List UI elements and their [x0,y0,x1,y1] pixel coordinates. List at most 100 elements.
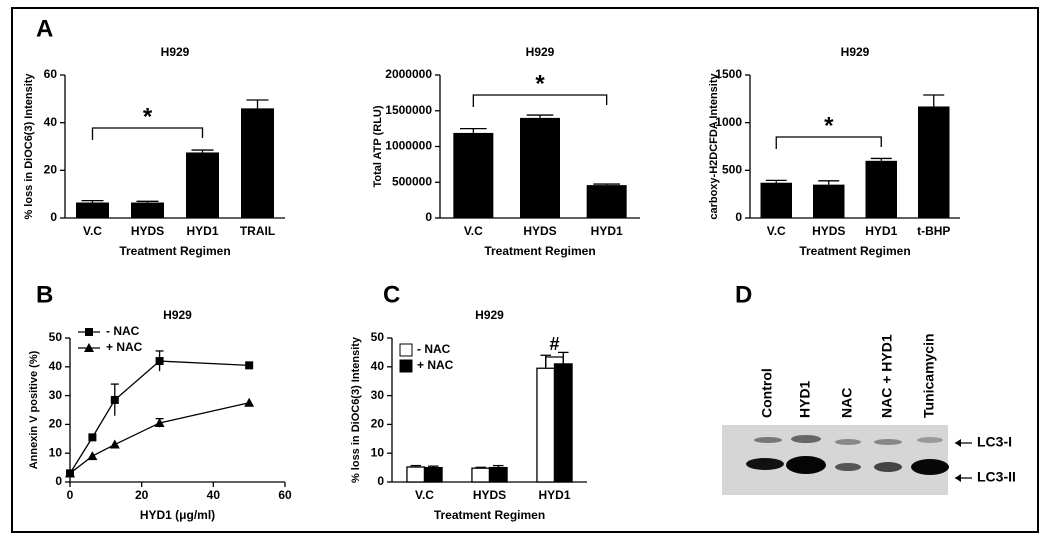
x-axis-label: Treatment Regimen [484,244,595,258]
bar [241,108,274,218]
x-tick-label: 60 [278,488,292,502]
y-tick-label: 20 [49,417,63,431]
x-tick-label: t-BHP [917,224,950,238]
marker [110,395,119,404]
y-tick-label: 40 [371,359,385,373]
y-tick-label: 0 [50,210,57,224]
lane-label: NAC [839,388,855,418]
x-tick-label: HYDS [131,224,164,238]
y-tick-label: 30 [49,388,63,402]
marker [154,417,165,427]
x-tick-label: 0 [67,488,74,502]
y-axis-label: Total ATP (RLU) [372,105,384,187]
y-axis-label: % loss in DiOC6(3) Intensity [23,73,35,220]
bar [918,106,950,218]
y-tick-label: 0 [735,210,742,224]
x-tick-label: 20 [135,488,149,502]
annotation: * [143,103,153,130]
x-tick-label: HYD1 [591,224,623,238]
bar [586,185,627,218]
y-tick-label: 50 [371,330,385,344]
y-tick-label: 1000000 [385,139,432,153]
annotation: # [549,334,559,354]
chart-title: H929 [475,308,504,322]
y-tick-label: 60 [44,67,58,81]
legend-label: - NAC [106,324,140,338]
y-tick-label: 50 [49,330,63,344]
marker [109,439,120,449]
x-axis-label: Treatment Regimen [434,508,545,522]
y-tick-label: 500000 [392,174,432,188]
legend-swatch [399,343,413,357]
bar [865,160,897,218]
y-axis-label: carboxy-H2DCFDA Intensity [708,72,720,219]
y-tick-label: 30 [371,388,385,402]
y-tick-label: 0 [55,474,62,488]
bar [553,363,573,483]
y-tick-label: 0 [425,210,432,224]
y-tick-label: 1500 [715,67,742,81]
y-tick-label: 1500000 [385,103,432,117]
bar [406,466,426,483]
marker [87,451,98,461]
bracket [91,127,204,140]
x-tick-label: HYDS [812,224,845,238]
x-tick-label: 40 [207,488,221,502]
marker [88,433,97,442]
panel-label: D [735,281,752,308]
y-tick-label: 1000 [715,115,742,129]
x-tick-label: V.C [767,224,786,238]
y-axis-label: Annexin V positive (%) [28,350,40,469]
marker [65,468,75,478]
line [69,402,250,474]
chart-title: H929 [841,45,870,59]
marker [85,328,93,336]
bar [423,466,443,483]
bracket [545,356,564,367]
legend-label: - NAC [417,342,451,356]
bar [76,202,109,218]
bar [186,152,219,218]
x-axis-label: Treatment Regimen [799,244,910,258]
line [69,360,250,474]
bar [760,182,792,218]
lane-label: NAC + HYD1 [879,334,895,418]
y-tick-label: 10 [371,445,385,459]
y-tick-label: 0 [377,474,384,488]
annotation: * [535,70,545,97]
x-tick-label: TRAIL [240,224,275,238]
panel-label: A [36,15,53,42]
chart-title: H929 [161,45,190,59]
y-tick-label: 20 [371,417,385,431]
band-label: LC3-I [977,434,1012,450]
marker [84,343,94,352]
y-tick-label: 500 [722,163,742,177]
frame [11,7,1039,533]
bar [813,184,845,218]
bar [471,467,491,483]
annotation: * [824,112,834,139]
lane-label: Tunicamycin [921,333,937,418]
x-tick-label: HYDS [523,224,556,238]
lane-label: HYD1 [797,380,813,418]
y-tick-label: 20 [44,163,58,177]
marker [155,357,164,366]
y-tick-label: 10 [49,445,63,459]
legend-swatch [399,359,413,373]
bracket [472,94,608,107]
band-label: LC3-II [977,469,1016,485]
x-tick-label: HYD1 [865,224,897,238]
x-axis-label: HYD1 (μg/ml) [140,508,215,522]
x-tick-label: V.C [415,488,434,502]
chart-title: H929 [526,45,555,59]
y-tick-label: 2000000 [385,67,432,81]
bar [520,117,560,218]
x-tick-label: HYD1 [186,224,218,238]
y-axis-label: % loss in DiOC6(3) Intensity [350,336,362,483]
bar [488,466,508,483]
panel-label: B [36,281,53,308]
marker [244,397,255,407]
legend-label: + NAC [106,340,143,354]
